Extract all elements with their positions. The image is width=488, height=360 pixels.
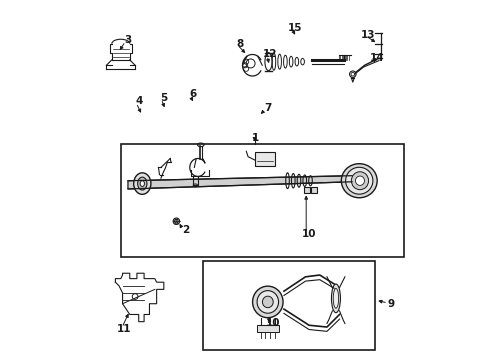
- Ellipse shape: [341, 164, 376, 198]
- Bar: [257, 325, 278, 332]
- Polygon shape: [128, 176, 351, 189]
- Ellipse shape: [133, 173, 151, 194]
- Ellipse shape: [174, 220, 178, 223]
- Ellipse shape: [345, 167, 372, 194]
- Ellipse shape: [257, 291, 278, 313]
- Text: 15: 15: [287, 23, 301, 33]
- Ellipse shape: [252, 286, 283, 318]
- Text: 9: 9: [387, 299, 394, 309]
- Text: 10: 10: [301, 229, 316, 239]
- Text: 12: 12: [262, 49, 276, 59]
- Ellipse shape: [140, 181, 144, 186]
- Text: 5: 5: [160, 93, 167, 103]
- Text: 3: 3: [124, 35, 131, 45]
- Ellipse shape: [355, 176, 364, 185]
- Bar: [203, 261, 375, 350]
- Text: 2: 2: [182, 225, 188, 235]
- Ellipse shape: [137, 177, 147, 190]
- Text: 8: 8: [236, 39, 244, 49]
- Ellipse shape: [351, 172, 368, 190]
- Text: 4: 4: [135, 96, 142, 106]
- Text: 7: 7: [264, 103, 271, 113]
- Text: 1: 1: [251, 133, 258, 143]
- Bar: [303, 187, 309, 193]
- Bar: [255, 152, 274, 166]
- Text: 10: 10: [265, 319, 280, 328]
- Ellipse shape: [331, 284, 340, 313]
- Ellipse shape: [262, 296, 273, 308]
- Text: 6: 6: [188, 89, 196, 99]
- Text: 13: 13: [360, 30, 375, 40]
- Bar: [310, 187, 317, 193]
- Ellipse shape: [333, 288, 338, 308]
- Text: 11: 11: [117, 324, 131, 334]
- Text: 14: 14: [369, 53, 384, 63]
- Bar: [121, 144, 403, 257]
- Ellipse shape: [173, 218, 179, 225]
